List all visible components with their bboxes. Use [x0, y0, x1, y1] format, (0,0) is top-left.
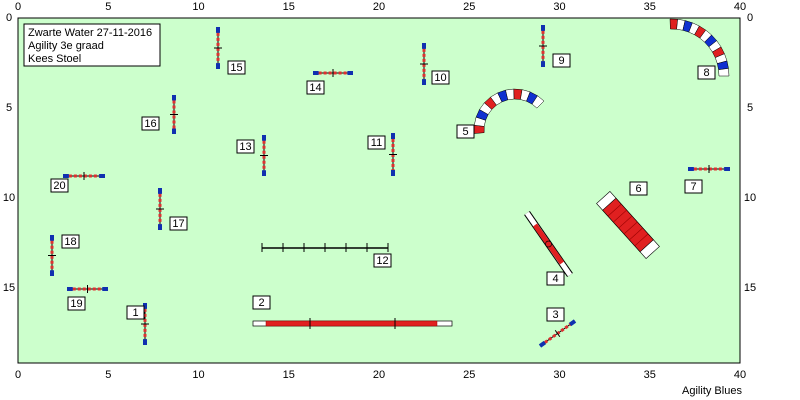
tunnel-segment — [473, 124, 485, 134]
tunnel — [596, 191, 660, 259]
number-box — [456, 124, 475, 139]
tunnel-rib — [623, 221, 638, 235]
obstacle-number: 7 — [690, 181, 696, 193]
x-tick-label: 0 — [15, 369, 21, 381]
obstacle-number: 9 — [558, 55, 564, 67]
obstacle-number: 20 — [53, 180, 65, 192]
y-tick-label: 10 — [744, 192, 756, 204]
obstacle-number: 14 — [309, 82, 321, 94]
x-tick-label: 10 — [192, 369, 204, 381]
y-tick-label: 0 — [747, 12, 753, 24]
tunnel-segment — [531, 95, 545, 109]
x-tick-label: 25 — [463, 369, 475, 381]
x-tick-label: 30 — [553, 369, 565, 381]
number-box — [546, 307, 565, 322]
number-box — [552, 53, 571, 68]
x-tick-label: 15 — [283, 369, 295, 381]
number-box — [252, 295, 271, 310]
number-box — [546, 271, 565, 286]
footer: Agility Blues — [682, 385, 742, 397]
number-box — [306, 80, 325, 95]
x-tick-label: 0 — [15, 1, 21, 13]
x-tick-label: 15 — [283, 1, 295, 13]
tunnel-rib — [634, 233, 649, 247]
y-tick-label: 15 — [744, 282, 756, 294]
tunnel-part — [602, 197, 654, 253]
number-box — [126, 305, 145, 320]
y-tick-label: 5 — [747, 102, 753, 114]
obstacle-number: 12 — [376, 255, 388, 267]
tunnel-rib — [629, 227, 643, 241]
x-tick-label: 10 — [192, 1, 204, 13]
seesaw-pivot — [545, 240, 552, 248]
x-tick-label: 35 — [644, 369, 656, 381]
jump-foot — [554, 329, 561, 338]
number-box — [141, 116, 160, 131]
number-box — [373, 253, 392, 268]
obstacle-number: 4 — [552, 273, 558, 285]
number-box — [629, 181, 648, 196]
number-box — [697, 65, 716, 80]
number-box — [684, 179, 703, 194]
obstacle-number: 15 — [230, 62, 242, 74]
obstacle-number: 16 — [144, 118, 156, 130]
y-tick-label: 15 — [3, 282, 15, 294]
x-tick-label: 20 — [373, 369, 385, 381]
x-tick-label: 35 — [644, 1, 656, 13]
y-tick-label: 0 — [6, 12, 12, 24]
y-tick-label: 10 — [3, 192, 15, 204]
x-tick-label: 20 — [373, 1, 385, 13]
jump-wing — [568, 319, 577, 327]
obstacle-number: 10 — [434, 72, 446, 84]
obstacle-number: 3 — [552, 309, 558, 321]
tunnel-segment — [669, 18, 678, 30]
obstacle-number: 13 — [239, 141, 251, 153]
tunnel-rib — [607, 203, 622, 217]
obstacle-number: 17 — [172, 218, 184, 230]
x-tick-label: 40 — [734, 369, 746, 381]
number-box — [169, 216, 188, 231]
info-line: Zwarte Water 27-11-2016 — [28, 27, 152, 39]
x-tick-label: 25 — [463, 1, 475, 13]
tunnel-segment — [718, 68, 730, 77]
obstacle-number: 19 — [70, 298, 82, 310]
obstacle-number: 11 — [371, 137, 382, 149]
tunnel-rib — [618, 215, 633, 229]
tunnel-rib — [613, 209, 627, 223]
number-box — [50, 178, 69, 193]
obstacle-number: 1 — [132, 307, 138, 319]
x-tick-label: 5 — [105, 1, 111, 13]
number-box — [236, 139, 255, 154]
jump-wing — [538, 340, 547, 348]
x-tick-label: 30 — [553, 1, 565, 13]
obstacle-number: 6 — [635, 183, 641, 195]
tunnel-body — [265, 320, 438, 327]
obstacle-number: 2 — [258, 297, 264, 309]
x-tick-label: 5 — [105, 369, 111, 381]
obstacle-number: 5 — [462, 126, 468, 138]
number-box — [227, 60, 246, 75]
number-box — [67, 296, 86, 311]
number-box — [367, 135, 386, 150]
info-box — [23, 23, 161, 67]
x-tick-label: 40 — [734, 1, 746, 13]
info-line: Kees Stoel — [28, 53, 81, 65]
info-line: Agility 3e graad — [28, 40, 104, 52]
number-box — [431, 70, 450, 85]
obstacle-number: 8 — [703, 67, 709, 79]
y-tick-label: 5 — [6, 102, 12, 114]
number-box — [61, 234, 80, 249]
obstacle-number: 18 — [64, 236, 76, 248]
